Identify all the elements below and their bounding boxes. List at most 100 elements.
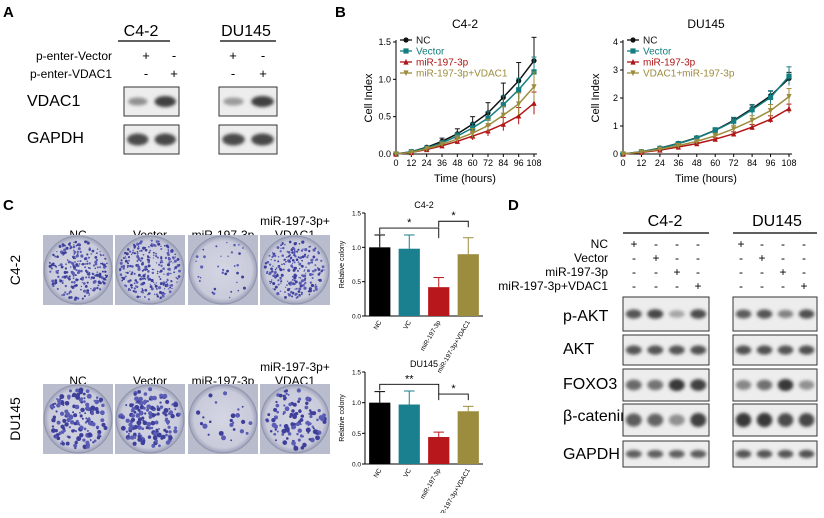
blot-band (690, 345, 707, 355)
colony-dot (230, 290, 233, 293)
colony-dot (144, 273, 147, 275)
colony-dot (120, 416, 123, 419)
colony-dot (127, 266, 129, 269)
colony-dot (64, 291, 67, 294)
colony-dot (309, 422, 312, 425)
colony-dot (63, 275, 67, 279)
colony-dot (133, 287, 137, 290)
panel-d-cellline-c42: C4-2 (648, 213, 683, 230)
colony-dot (56, 250, 58, 253)
colony-dot (86, 272, 88, 275)
colony-dot (270, 258, 272, 261)
colony-dot (52, 253, 55, 257)
colony-dot (277, 260, 280, 263)
colony-dot (73, 250, 77, 254)
colony-dot (97, 430, 102, 434)
colony-dot (77, 264, 80, 267)
colony-dot (125, 257, 127, 259)
blot-band (251, 133, 274, 146)
colony-dot (287, 432, 292, 436)
colony-dot (289, 257, 292, 260)
significance-bracket (379, 227, 440, 239)
colony-dot (283, 404, 286, 407)
colony-dot (300, 414, 305, 418)
colony-dot (268, 254, 271, 257)
colony-dot (106, 262, 108, 265)
colony-dot (211, 291, 214, 294)
colony-dot (122, 267, 125, 270)
colony-dot (98, 274, 102, 277)
colony-dot (300, 264, 304, 268)
colony-dot (286, 256, 288, 258)
colony-dot (130, 253, 133, 256)
colony-dot (174, 256, 176, 258)
colony-dot (68, 389, 72, 393)
sign-cell: + (800, 279, 807, 293)
colony-dot (73, 268, 75, 270)
colony-dot (59, 278, 61, 280)
colony-plates: NCVectormiR-197-3pmiR-197-3p+VDAC1C4-2NC… (7, 214, 330, 454)
colony-dot (90, 412, 93, 415)
colony-dot (291, 409, 295, 413)
colony-dot (94, 260, 98, 264)
colony-dot (298, 281, 302, 285)
colony-dot (95, 252, 98, 255)
colony-dot (288, 269, 291, 272)
data-point (630, 48, 636, 54)
colony-dot (52, 262, 55, 266)
colony-dot (147, 292, 151, 295)
colony-dot (170, 272, 172, 275)
colony-dot (75, 269, 78, 272)
y-tick-label: 1.5 (352, 370, 361, 377)
colony-dot (95, 396, 99, 399)
colony-dot (146, 421, 152, 427)
colony-dot (176, 277, 179, 280)
panel-label-b: B (335, 4, 346, 21)
colony-dot (150, 244, 153, 247)
colony-dot (58, 245, 62, 248)
colony-dot (74, 257, 76, 260)
colony-dot (305, 396, 310, 402)
colony-dot (97, 399, 100, 403)
colony-dot (86, 253, 89, 256)
colony-dot (156, 407, 161, 412)
colony-dot (79, 269, 83, 273)
colony-dot (195, 260, 197, 262)
blot-band (690, 449, 707, 459)
colony-dot (60, 442, 62, 445)
colony-dot (228, 296, 231, 299)
colony-dot (101, 422, 106, 427)
series-line (395, 71, 535, 155)
colony-dot (134, 279, 138, 282)
colony-dot (137, 432, 141, 436)
colony-dot (312, 427, 315, 430)
colony-dot (80, 288, 82, 291)
colony-dot (159, 261, 162, 264)
colony-dot (82, 392, 86, 396)
significance-bracket (438, 220, 469, 228)
colony-dot (68, 425, 71, 429)
sign-cell: + (758, 251, 765, 265)
colony-dot (76, 436, 82, 442)
colony-dot (122, 256, 125, 259)
colony-dot (86, 289, 90, 293)
colony-dot (152, 281, 155, 284)
colony-dot (281, 263, 283, 266)
colony-dot (226, 241, 228, 244)
colony-dot (84, 266, 87, 269)
colony-dot (99, 253, 102, 256)
data-point (786, 94, 792, 100)
colony-dot (202, 423, 208, 429)
colony-dot (141, 277, 144, 280)
y-tick-label: 2 (613, 93, 618, 103)
blot-band (798, 309, 815, 319)
colony-dot (141, 269, 144, 272)
colony-dot (125, 430, 129, 433)
colony-dot (233, 243, 236, 247)
colony-dot (142, 253, 145, 256)
colony-dot (103, 426, 108, 430)
colony-dot (269, 430, 273, 433)
colony-dot (322, 419, 327, 424)
colony-dot (169, 290, 172, 293)
